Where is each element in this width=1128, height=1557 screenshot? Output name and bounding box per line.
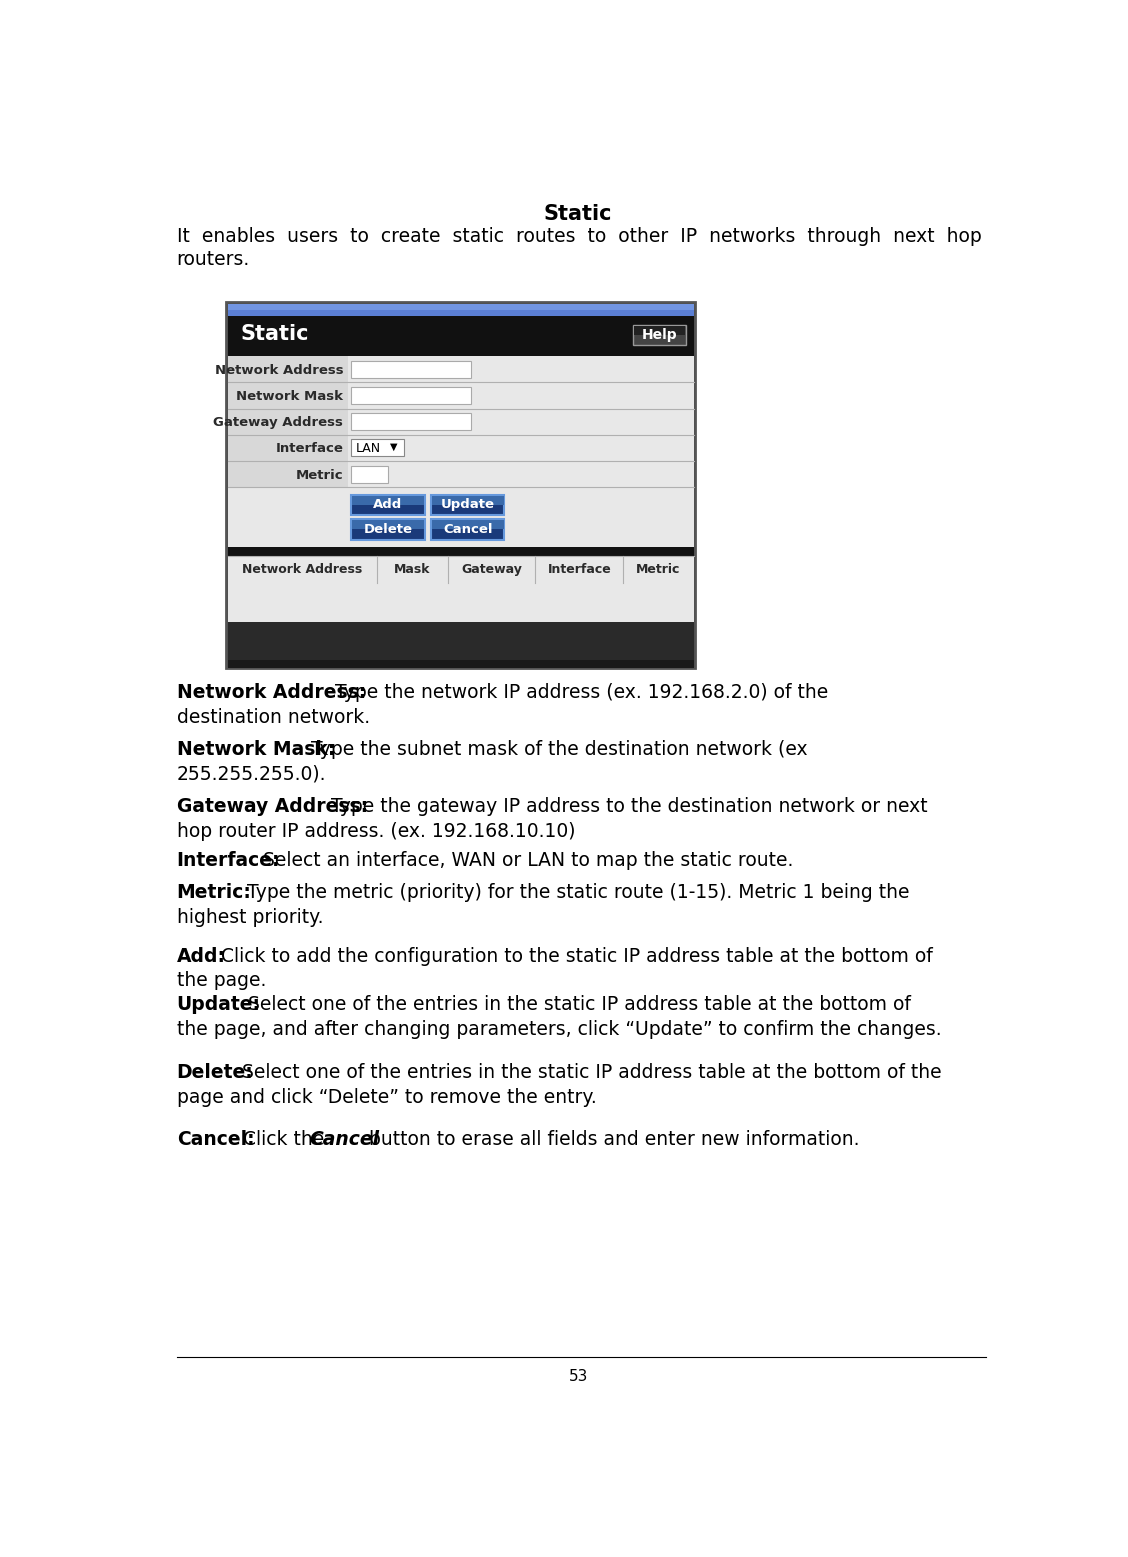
Text: Select one of the entries in the static IP address table at the bottom of the: Select one of the entries in the static … [236,1063,942,1082]
Bar [228,556,694,582]
Text: LAN: LAN [355,442,381,455]
Text: Type the gateway IP address to the destination network or next: Type the gateway IP address to the desti… [325,797,927,816]
Bar [228,304,694,316]
Bar [351,520,424,539]
Bar [351,388,472,403]
Text: Network Address: Network Address [214,364,343,377]
Bar [352,520,424,529]
Text: Interface:: Interface: [177,850,280,869]
Bar [228,316,694,357]
Text: Metric: Metric [296,469,343,481]
Bar [431,495,504,515]
Bar [351,495,424,515]
Bar [228,547,694,556]
Text: button to erase all fields and enter new information.: button to erase all fields and enter new… [363,1130,860,1149]
Bar [228,304,694,310]
Text: Static: Static [544,204,613,224]
Text: Cancel:: Cancel: [177,1130,254,1149]
Bar [228,357,347,383]
Bar [432,495,504,504]
Bar [351,361,472,378]
Text: Cancel: Cancel [443,523,493,536]
Text: Type the network IP address (ex. 192.168.2.0) of the: Type the network IP address (ex. 192.168… [324,684,829,702]
Bar [227,302,695,668]
Text: Interface: Interface [547,562,611,576]
Text: It  enables  users  to  create  static  routes  to  other  IP  networks  through: It enables users to create static routes… [177,227,981,246]
Text: Metric: Metric [636,562,680,576]
Text: Gateway Address:: Gateway Address: [177,797,368,816]
Bar [228,408,347,434]
Text: Type the subnet mask of the destination network (ex: Type the subnet mask of the destination … [299,740,808,758]
Bar [228,434,347,461]
Text: Network Mask: Network Mask [236,391,343,403]
Text: Update: Update [441,498,495,511]
Bar [228,660,694,668]
Text: Network Address: Network Address [243,562,362,576]
Text: Cancel: Cancel [309,1130,379,1149]
Bar [431,520,504,539]
Text: the page, and after changing parameters, click “Update” to confirm the changes.: the page, and after changing parameters,… [177,1020,941,1039]
Text: ▼: ▼ [390,442,397,452]
Text: Update:: Update: [177,995,261,1014]
Bar [351,439,404,456]
Text: 255.255.255.0).: 255.255.255.0). [177,764,326,783]
Bar [228,383,347,408]
Text: Help: Help [642,329,677,343]
Text: Network Address:: Network Address: [177,684,365,702]
Text: page and click “Delete” to remove the entry.: page and click “Delete” to remove the en… [177,1088,597,1107]
Bar [432,520,504,529]
Text: Gateway: Gateway [461,562,522,576]
Bar [228,487,694,547]
Bar [634,327,685,335]
Text: destination network.: destination network. [177,708,370,727]
Text: Type the metric (priority) for the static route (1-15). Metric 1 being the: Type the metric (priority) for the stati… [235,883,909,902]
Text: the page.: the page. [177,972,266,990]
Text: Delete:: Delete: [177,1063,254,1082]
Text: Gateway Address: Gateway Address [213,416,343,430]
Text: highest priority.: highest priority. [177,908,323,926]
Text: Click to add the configuration to the static IP address table at the bottom of: Click to add the configuration to the st… [214,947,933,965]
Text: Delete: Delete [363,523,413,536]
Bar [633,325,686,346]
Bar [228,461,347,487]
Text: Network Mask:: Network Mask: [177,740,335,758]
Text: Metric:: Metric: [177,883,252,902]
Bar [351,466,388,483]
Text: Select one of the entries in the static IP address table at the bottom of: Select one of the entries in the static … [241,995,910,1014]
Text: routers.: routers. [177,251,250,269]
Text: Select an interface, WAN or LAN to map the static route.: Select an interface, WAN or LAN to map t… [257,850,793,869]
Bar [228,357,694,621]
Text: 53: 53 [569,1369,588,1384]
Bar [351,413,472,430]
Text: Add: Add [373,498,403,511]
Text: Click the: Click the [237,1130,331,1149]
Text: Static: Static [240,324,309,344]
Text: hop router IP address. (ex. 192.168.10.10): hop router IP address. (ex. 192.168.10.1… [177,822,575,841]
Bar [352,495,424,504]
Text: Mask: Mask [394,562,431,576]
Text: Interface: Interface [275,442,343,456]
Text: Add:: Add: [177,947,226,965]
